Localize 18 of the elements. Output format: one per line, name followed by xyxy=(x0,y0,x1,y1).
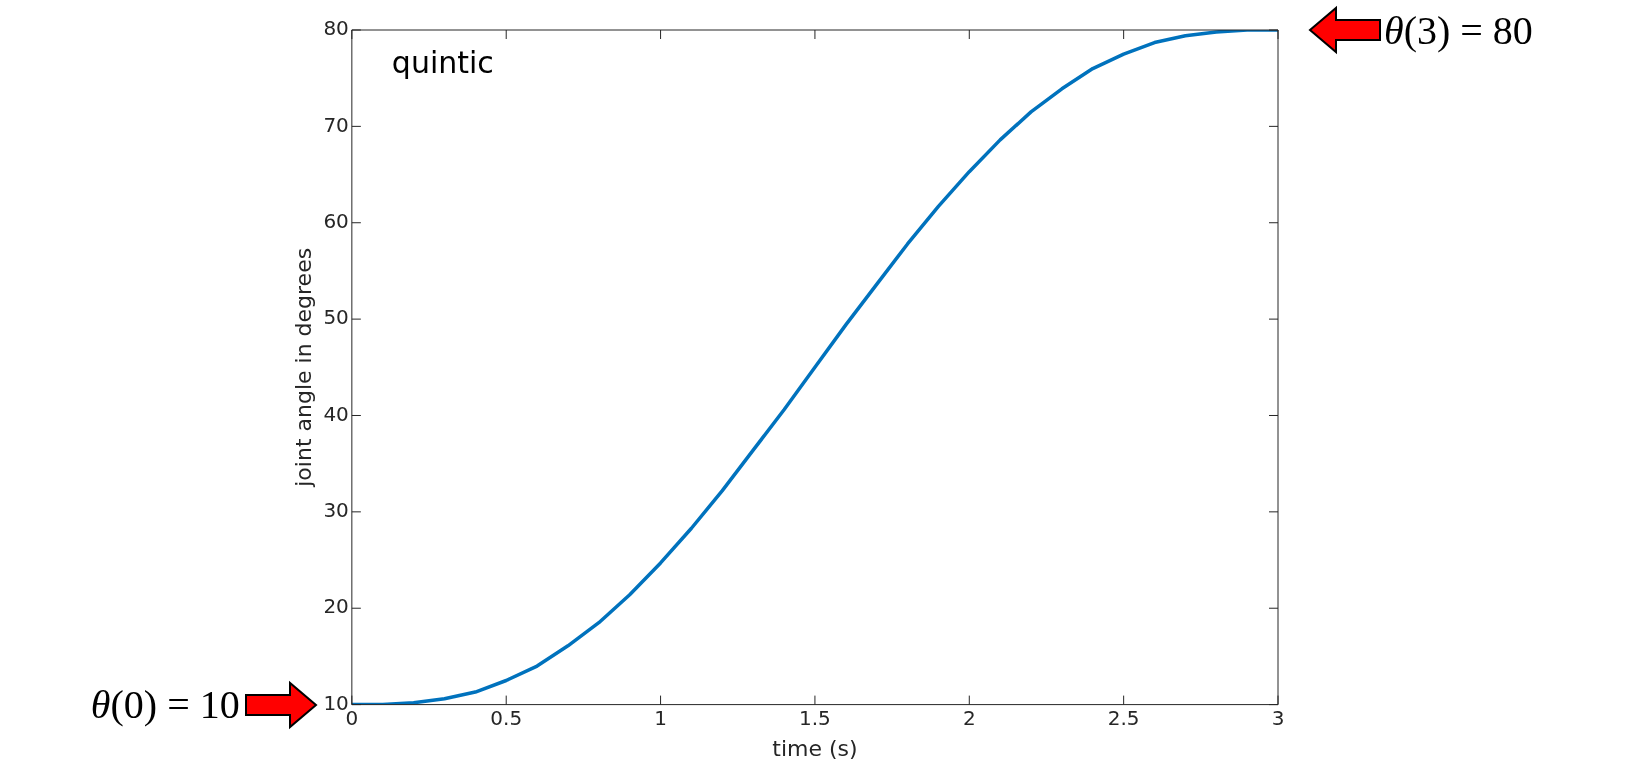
y-tick-label: 70 xyxy=(323,112,349,137)
x-axis-title: time (s) xyxy=(772,735,858,761)
y-tick-label: 40 xyxy=(323,401,349,426)
y-tick-label: 60 xyxy=(323,208,349,233)
x-tick-label: 1 xyxy=(654,705,667,730)
x-tick-label: 2 xyxy=(962,705,976,730)
y-tick-label: 30 xyxy=(323,498,349,523)
annotation: θ(0) = 10 xyxy=(90,681,240,729)
y-axis-title: joint angle in degrees xyxy=(290,247,316,488)
annotation: quintic xyxy=(391,45,494,80)
y-tick-label: 20 xyxy=(323,594,349,619)
annotation: θ(3) = 80 xyxy=(1384,6,1533,54)
x-tick-label: 3 xyxy=(1271,705,1285,730)
x-tick-label: 2.5 xyxy=(1107,705,1140,730)
y-tick-label: 50 xyxy=(323,305,349,330)
x-tick-label: 0.5 xyxy=(490,705,523,730)
y-tick-label: 80 xyxy=(323,16,349,41)
x-tick-label: 1.5 xyxy=(799,705,831,730)
